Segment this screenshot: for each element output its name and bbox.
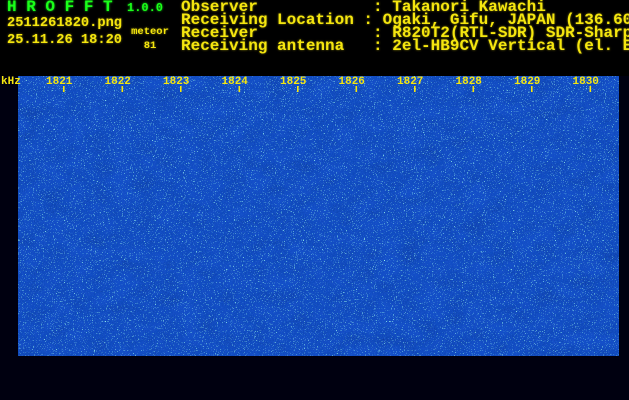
svg-text:1824: 1824	[222, 76, 249, 88]
svg-text:1828: 1828	[456, 76, 483, 88]
svg-text:1825: 1825	[280, 76, 307, 88]
svg-text:1822: 1822	[105, 76, 131, 88]
svg-text:1827: 1827	[397, 76, 423, 88]
svg-text:1826: 1826	[339, 76, 365, 88]
svg-text:kHz: kHz	[1, 76, 21, 88]
svg-text:1821: 1821	[46, 76, 73, 88]
svg-text:1830: 1830	[573, 76, 599, 88]
svg-text:1829: 1829	[514, 76, 540, 88]
svg-text:1823: 1823	[163, 76, 190, 88]
